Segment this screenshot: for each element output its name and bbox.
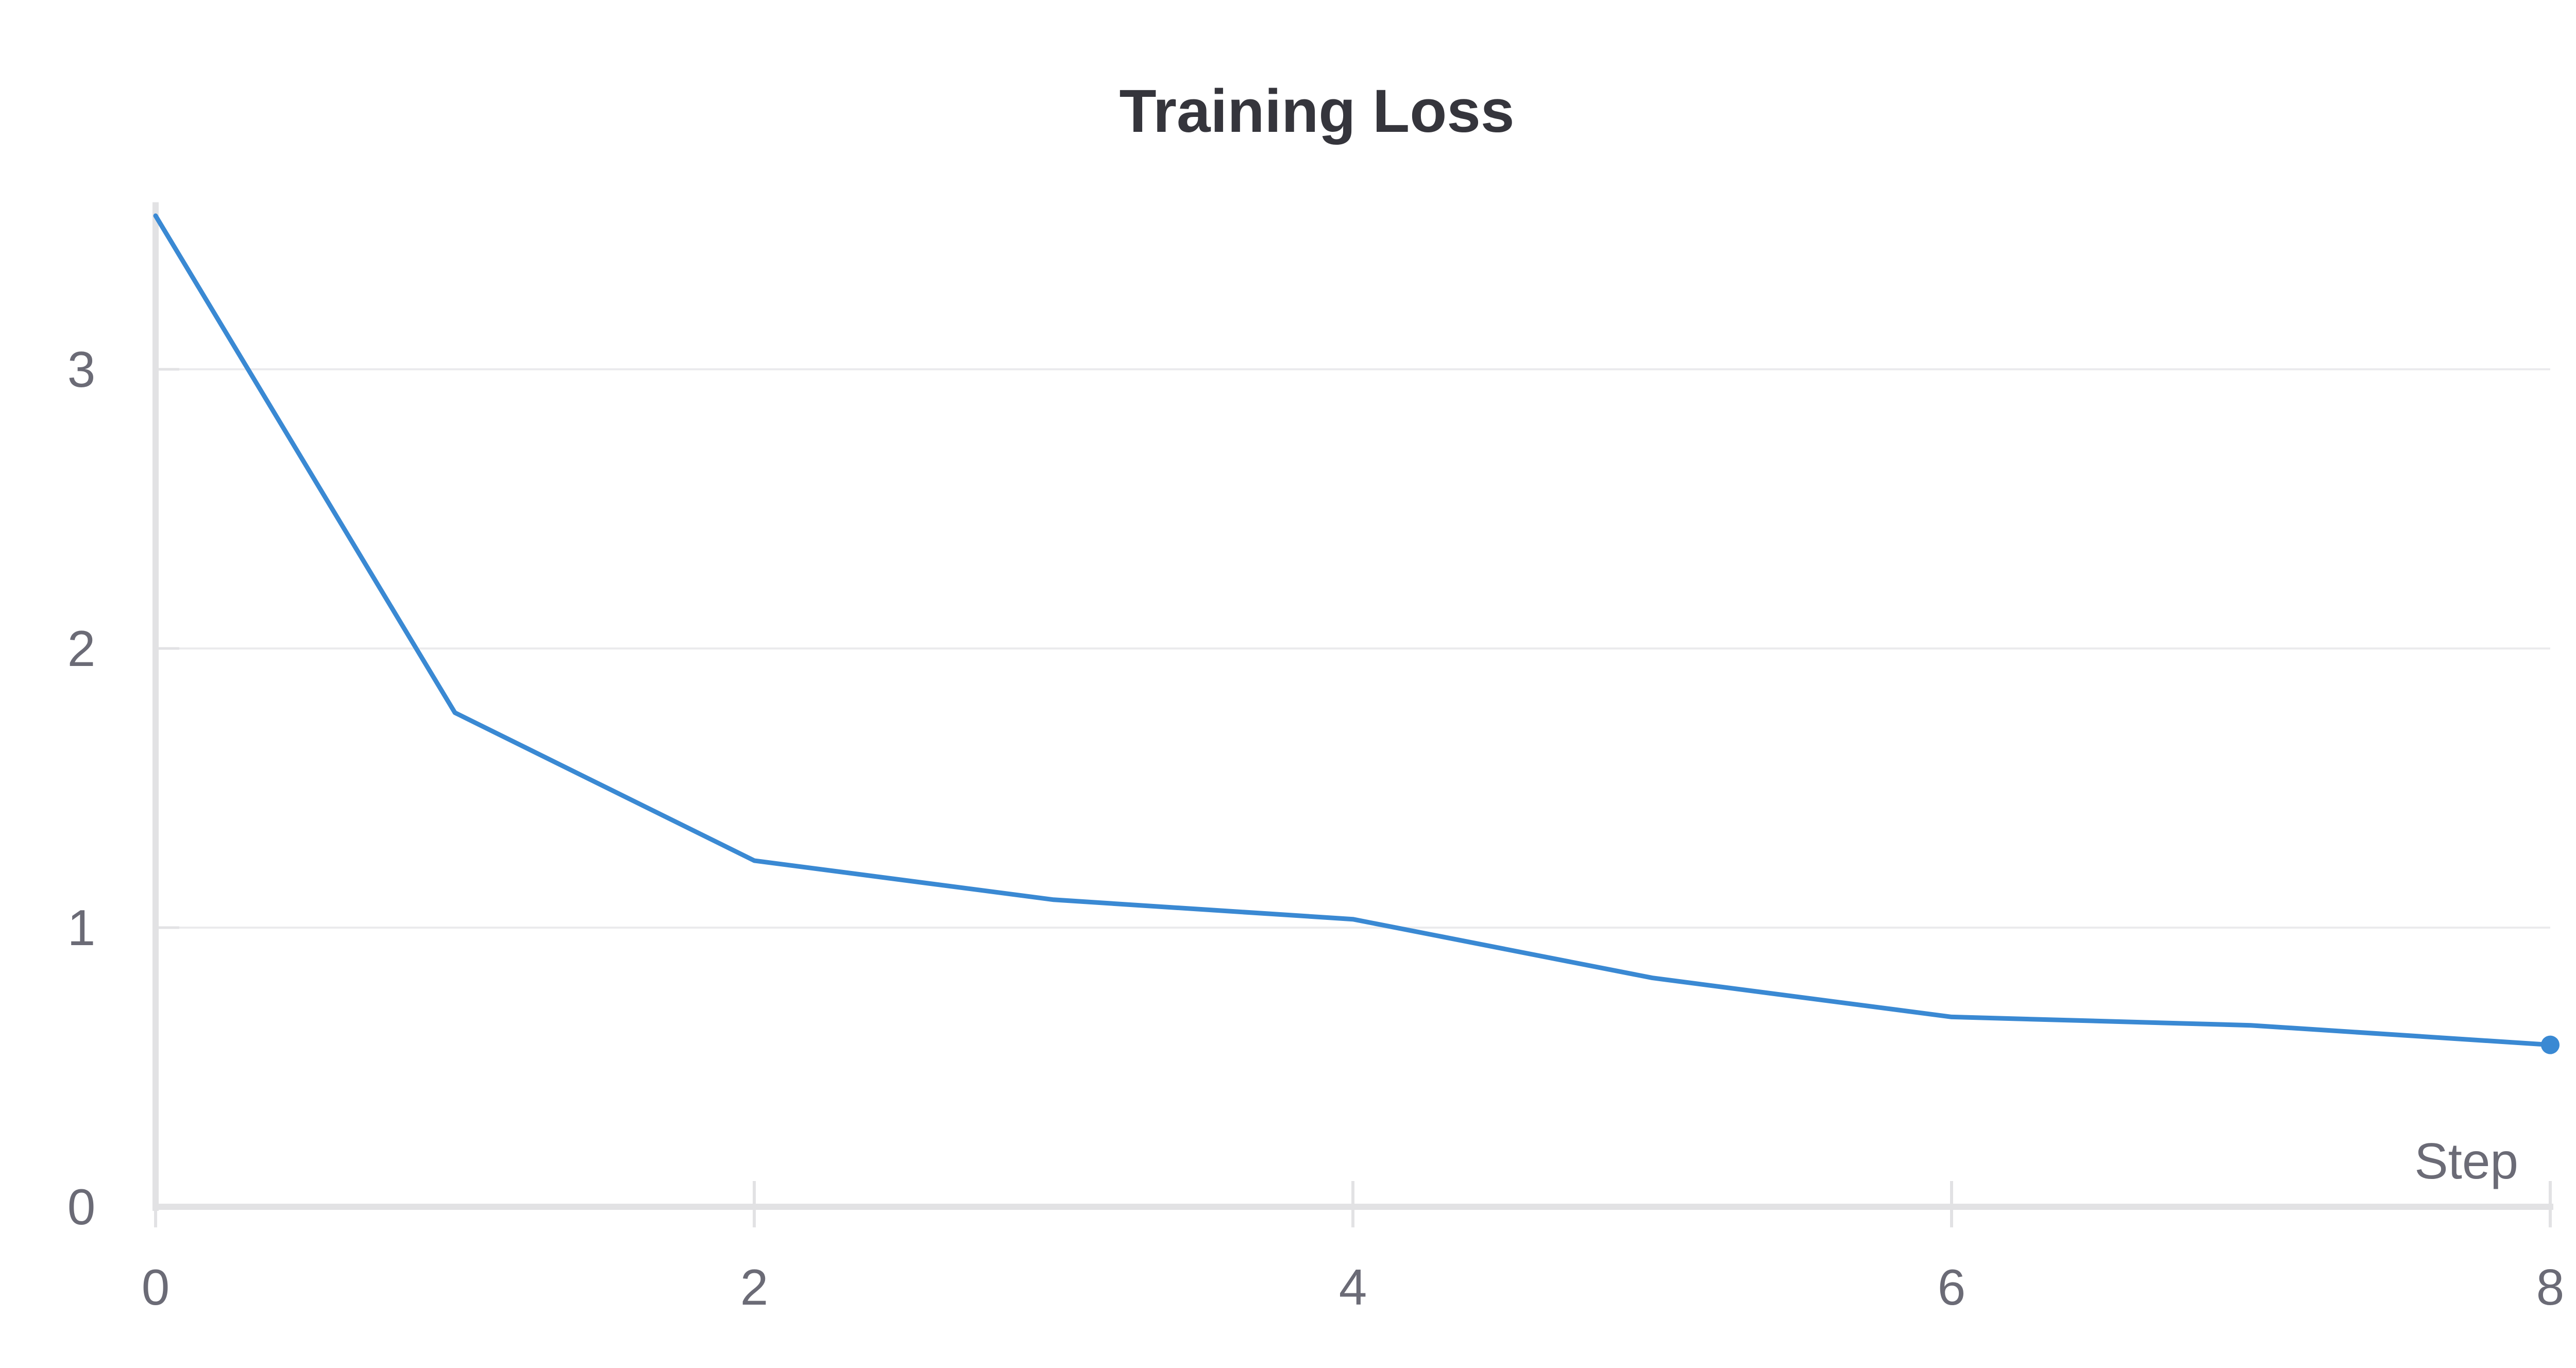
series-line — [153, 213, 2553, 1048]
y-tick-label: 3 — [67, 341, 96, 398]
x-axis-label: Step — [2414, 1133, 2518, 1189]
grid-lines — [156, 368, 2550, 929]
series-layer — [153, 213, 2560, 1054]
x-tick-label: 0 — [142, 1259, 170, 1315]
x-tick-label: 6 — [1938, 1259, 1966, 1315]
axes — [152, 202, 2553, 1227]
x-tick-label: 8 — [2536, 1259, 2565, 1315]
tick-labels: 0 1 2 3 0 2 4 6 8 — [67, 341, 2565, 1315]
y-tick-label: 0 — [67, 1178, 96, 1235]
series-end-marker — [2541, 1035, 2560, 1054]
x-tick-label: 4 — [1339, 1259, 1367, 1315]
chart-title: Training Loss — [1119, 77, 1514, 145]
x-tick-label: 2 — [740, 1259, 769, 1315]
y-tick-label: 2 — [67, 620, 96, 677]
y-tick-label: 1 — [67, 899, 96, 956]
